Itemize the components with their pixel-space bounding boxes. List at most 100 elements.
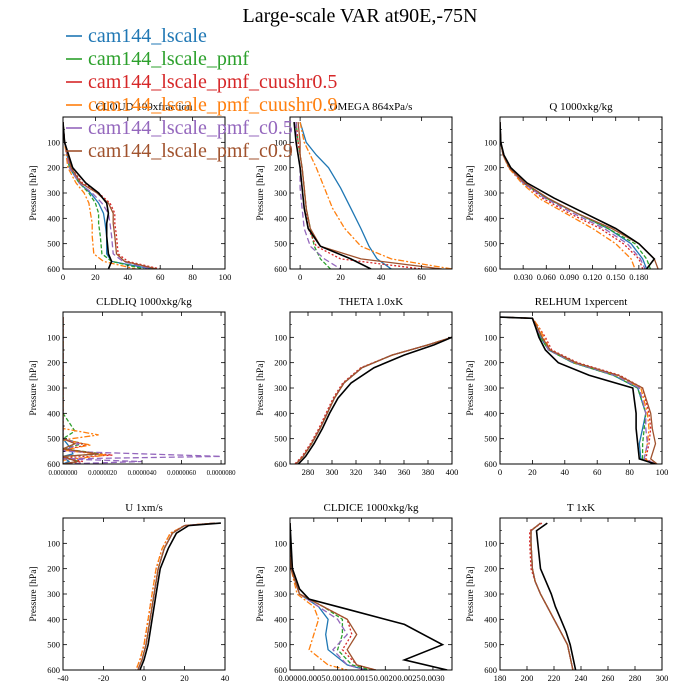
series-line-3 xyxy=(500,316,656,464)
series-line-4 xyxy=(500,122,636,269)
y-tick-label: 500 xyxy=(484,434,497,444)
series-line-6 xyxy=(137,522,215,670)
y-tick-label: 500 xyxy=(274,434,287,444)
y-axis-label: Pressure [hPa] xyxy=(29,360,39,415)
y-tick-label: 400 xyxy=(274,614,287,624)
x-tick-label: 0.0000000 xyxy=(49,470,78,477)
x-tick-label: 0 xyxy=(61,272,65,282)
y-tick-label: 200 xyxy=(274,358,287,368)
series-line-3 xyxy=(500,122,644,269)
x-tick-label: 40 xyxy=(377,272,386,282)
y-tick-label: 600 xyxy=(484,665,497,675)
y-tick-label: 100 xyxy=(274,538,287,548)
series-line-7 xyxy=(500,122,656,269)
y-tick-label: 100 xyxy=(484,538,497,548)
panel-5: 100 200 300 400 500 600 280 300 320 340 360 380 400 P… xyxy=(256,296,458,477)
panel-6-series xyxy=(500,316,658,464)
legend-label: cam144_lscale_pmf_cuushr0.9 xyxy=(88,94,337,116)
panel-7: 100 200 300 400 500 600-40 -20 0 20 40 Pressure [h… xyxy=(29,502,229,683)
series-line-2 xyxy=(295,336,452,464)
series-line-4 xyxy=(299,121,452,269)
y-tick-label: 300 xyxy=(484,188,497,198)
y-axis-label: Pressure [hPa] xyxy=(256,360,266,415)
x-tick-label: 0.150 xyxy=(606,272,625,282)
series-line-5 xyxy=(295,336,452,464)
x-tick-label: 20 xyxy=(336,272,345,282)
y-tick-label: 400 xyxy=(47,408,60,418)
panel-title: OMEGA 864xPa/s xyxy=(330,101,413,113)
x-tick-label: -20 xyxy=(98,673,109,683)
panel-frame xyxy=(289,116,453,270)
y-tick-label: 200 xyxy=(484,564,497,574)
y-tick-label: 500 xyxy=(484,640,497,650)
x-tick-label: 40 xyxy=(124,272,133,282)
y-tick-label: 300 xyxy=(47,383,60,393)
y-tick-label: 200 xyxy=(274,564,287,574)
series-line-5 xyxy=(63,122,153,269)
series-line-7 xyxy=(293,122,372,269)
x-tick-label: 0.0015 xyxy=(350,673,373,683)
y-tick-label: 500 xyxy=(47,239,60,249)
series-line-5 xyxy=(295,122,341,269)
panel-title: CLDLIQ 1000xkg/kg xyxy=(96,296,192,308)
legend-label: cam144_lscale xyxy=(88,25,207,47)
panel-title: T 1xK xyxy=(567,502,595,514)
panel-3: 100 200 300 400 500 600 0.030 0.060 0.090 0.120 0.… xyxy=(466,101,663,282)
legend-label: cam144_lscale_pmf xyxy=(88,48,249,70)
series-line-2 xyxy=(290,523,372,670)
x-tick-label: 280 xyxy=(629,673,642,683)
y-tick-label: 600 xyxy=(47,264,60,274)
series-line-1 xyxy=(500,122,648,269)
panel-title: RELHUM 1xpercent xyxy=(535,296,628,308)
x-tick-label: 380 xyxy=(422,467,435,477)
x-tick-label: 0 xyxy=(298,272,302,282)
y-axis-label: Pressure [hPa] xyxy=(256,566,266,621)
y-tick-label: 400 xyxy=(274,408,287,418)
y-tick-label: 600 xyxy=(274,665,287,675)
y-tick-label: 300 xyxy=(484,589,497,599)
x-tick-label: 240 xyxy=(575,673,588,683)
y-axis-label: Pressure [hPa] xyxy=(466,566,476,621)
y-tick-label: 200 xyxy=(484,163,497,173)
x-tick-label: 0.0000080 xyxy=(207,470,236,477)
y-tick-label: 600 xyxy=(484,459,497,469)
y-tick-label: 500 xyxy=(484,239,497,249)
panel-frame xyxy=(289,311,453,465)
x-tick-label: 0.0025 xyxy=(397,673,420,683)
y-tick-label: 600 xyxy=(274,264,287,274)
series-line-1 xyxy=(299,121,392,269)
x-tick-label: 300 xyxy=(326,467,339,477)
y-tick-label: 600 xyxy=(484,264,497,274)
x-tick-label: 260 xyxy=(602,673,615,683)
y-tick-label: 400 xyxy=(484,213,497,223)
x-tick-label: 180 xyxy=(494,673,507,683)
series-line-1 xyxy=(63,317,74,464)
x-tick-label: 20 xyxy=(528,467,537,477)
y-tick-label: 500 xyxy=(274,239,287,249)
x-tick-label: 0.030 xyxy=(514,272,533,282)
series-line-4 xyxy=(500,316,656,464)
y-tick-label: 300 xyxy=(47,188,60,198)
x-tick-label: 80 xyxy=(625,467,634,477)
y-tick-label: 400 xyxy=(274,213,287,223)
x-tick-label: 100 xyxy=(656,467,669,477)
series-line-3 xyxy=(63,122,161,269)
x-tick-label: 0.0030 xyxy=(421,673,444,683)
series-line-1 xyxy=(137,522,215,670)
series-line-7 xyxy=(290,523,448,670)
panel-4-series xyxy=(63,317,222,464)
series-line-5 xyxy=(63,317,222,464)
y-tick-label: 400 xyxy=(484,408,497,418)
panel-2: 100 200 300 400 500 600 0 20 40 60 Pressure [hPa] O… xyxy=(256,101,453,282)
y-tick-label: 100 xyxy=(47,538,60,548)
series-line-7 xyxy=(139,522,221,670)
y-tick-label: 200 xyxy=(47,163,60,173)
x-tick-label: 0.180 xyxy=(629,272,648,282)
series-line-5 xyxy=(500,316,656,464)
x-tick-label: 0.060 xyxy=(537,272,556,282)
x-tick-label: 300 xyxy=(656,673,669,683)
